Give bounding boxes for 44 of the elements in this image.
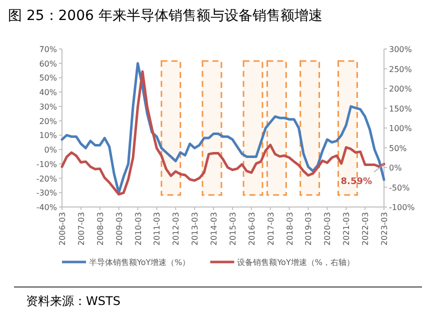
x-tick-label: 2023-03 bbox=[380, 212, 389, 246]
y-tick-label: 0% bbox=[44, 146, 58, 155]
y2-tick-label: 100% bbox=[389, 124, 412, 133]
x-tick-label: 2014-03 bbox=[210, 212, 219, 246]
y2-tick-label: 150% bbox=[389, 104, 412, 114]
legend-label: 设备销售额YoY增速（%，右轴） bbox=[237, 258, 354, 267]
x-tick-label: 2007-03 bbox=[76, 212, 86, 246]
x-tick-label: 2019-03 bbox=[304, 212, 314, 246]
y2-tick-label: -100% bbox=[389, 203, 416, 212]
y2-tick-label: 50% bbox=[389, 144, 408, 153]
legend-label: 半导体销售额YoY增速（%） bbox=[89, 258, 190, 267]
y2-tick-label: 0% bbox=[389, 164, 402, 172]
x-tick-label: 2016-03 bbox=[247, 212, 256, 246]
x-tick-label: 2011-03 bbox=[152, 212, 162, 246]
y-tick-label: 10% bbox=[39, 131, 58, 140]
x-tick-label: 2021-03 bbox=[342, 212, 352, 246]
chart-title: 图 25：2006 年来半导体销售额与设备销售额增速 bbox=[8, 8, 322, 24]
y-tick-label: -20% bbox=[36, 174, 58, 184]
x-tick-label: 2017-03 bbox=[266, 212, 276, 246]
x-tick-label: 2022-03 bbox=[361, 212, 370, 246]
y-tick-label: 30% bbox=[39, 102, 58, 112]
y-tick-label: -40% bbox=[36, 203, 58, 212]
y2-tick-label: 250% bbox=[389, 64, 412, 74]
y-tick-label: -10% bbox=[36, 160, 58, 169]
annotation: 8.59% bbox=[340, 177, 372, 188]
y-tick-label: 50% bbox=[39, 74, 58, 83]
y-tick-label: 70% bbox=[39, 45, 58, 54]
x-tick-label: 2015-03 bbox=[228, 212, 238, 246]
x-tick-label: 2009-03 bbox=[114, 212, 124, 246]
text: 资料来源：WSTS bbox=[26, 294, 120, 308]
y-tick-label: 60% bbox=[39, 59, 58, 68]
x-tick-label: 2010-03 bbox=[134, 212, 143, 246]
y2-tick-label: 300% bbox=[389, 45, 412, 54]
y-tick-label: 20% bbox=[39, 116, 58, 126]
x-tick-label: 2012-03 bbox=[172, 212, 181, 246]
x-tick-label: 2008-03 bbox=[96, 212, 105, 246]
y-tick-label: 40% bbox=[39, 88, 58, 98]
x-tick-label: 2013-03 bbox=[190, 212, 200, 246]
y2-tick-label: -50% bbox=[389, 183, 410, 192]
x-tick-label: 2020-03 bbox=[323, 212, 332, 246]
x-tick-label: 2018-03 bbox=[285, 212, 294, 246]
y2-tick-label: 200% bbox=[389, 84, 412, 94]
y-tick-label: -30% bbox=[36, 188, 58, 198]
x-tick-label: 2006-03 bbox=[58, 212, 67, 246]
